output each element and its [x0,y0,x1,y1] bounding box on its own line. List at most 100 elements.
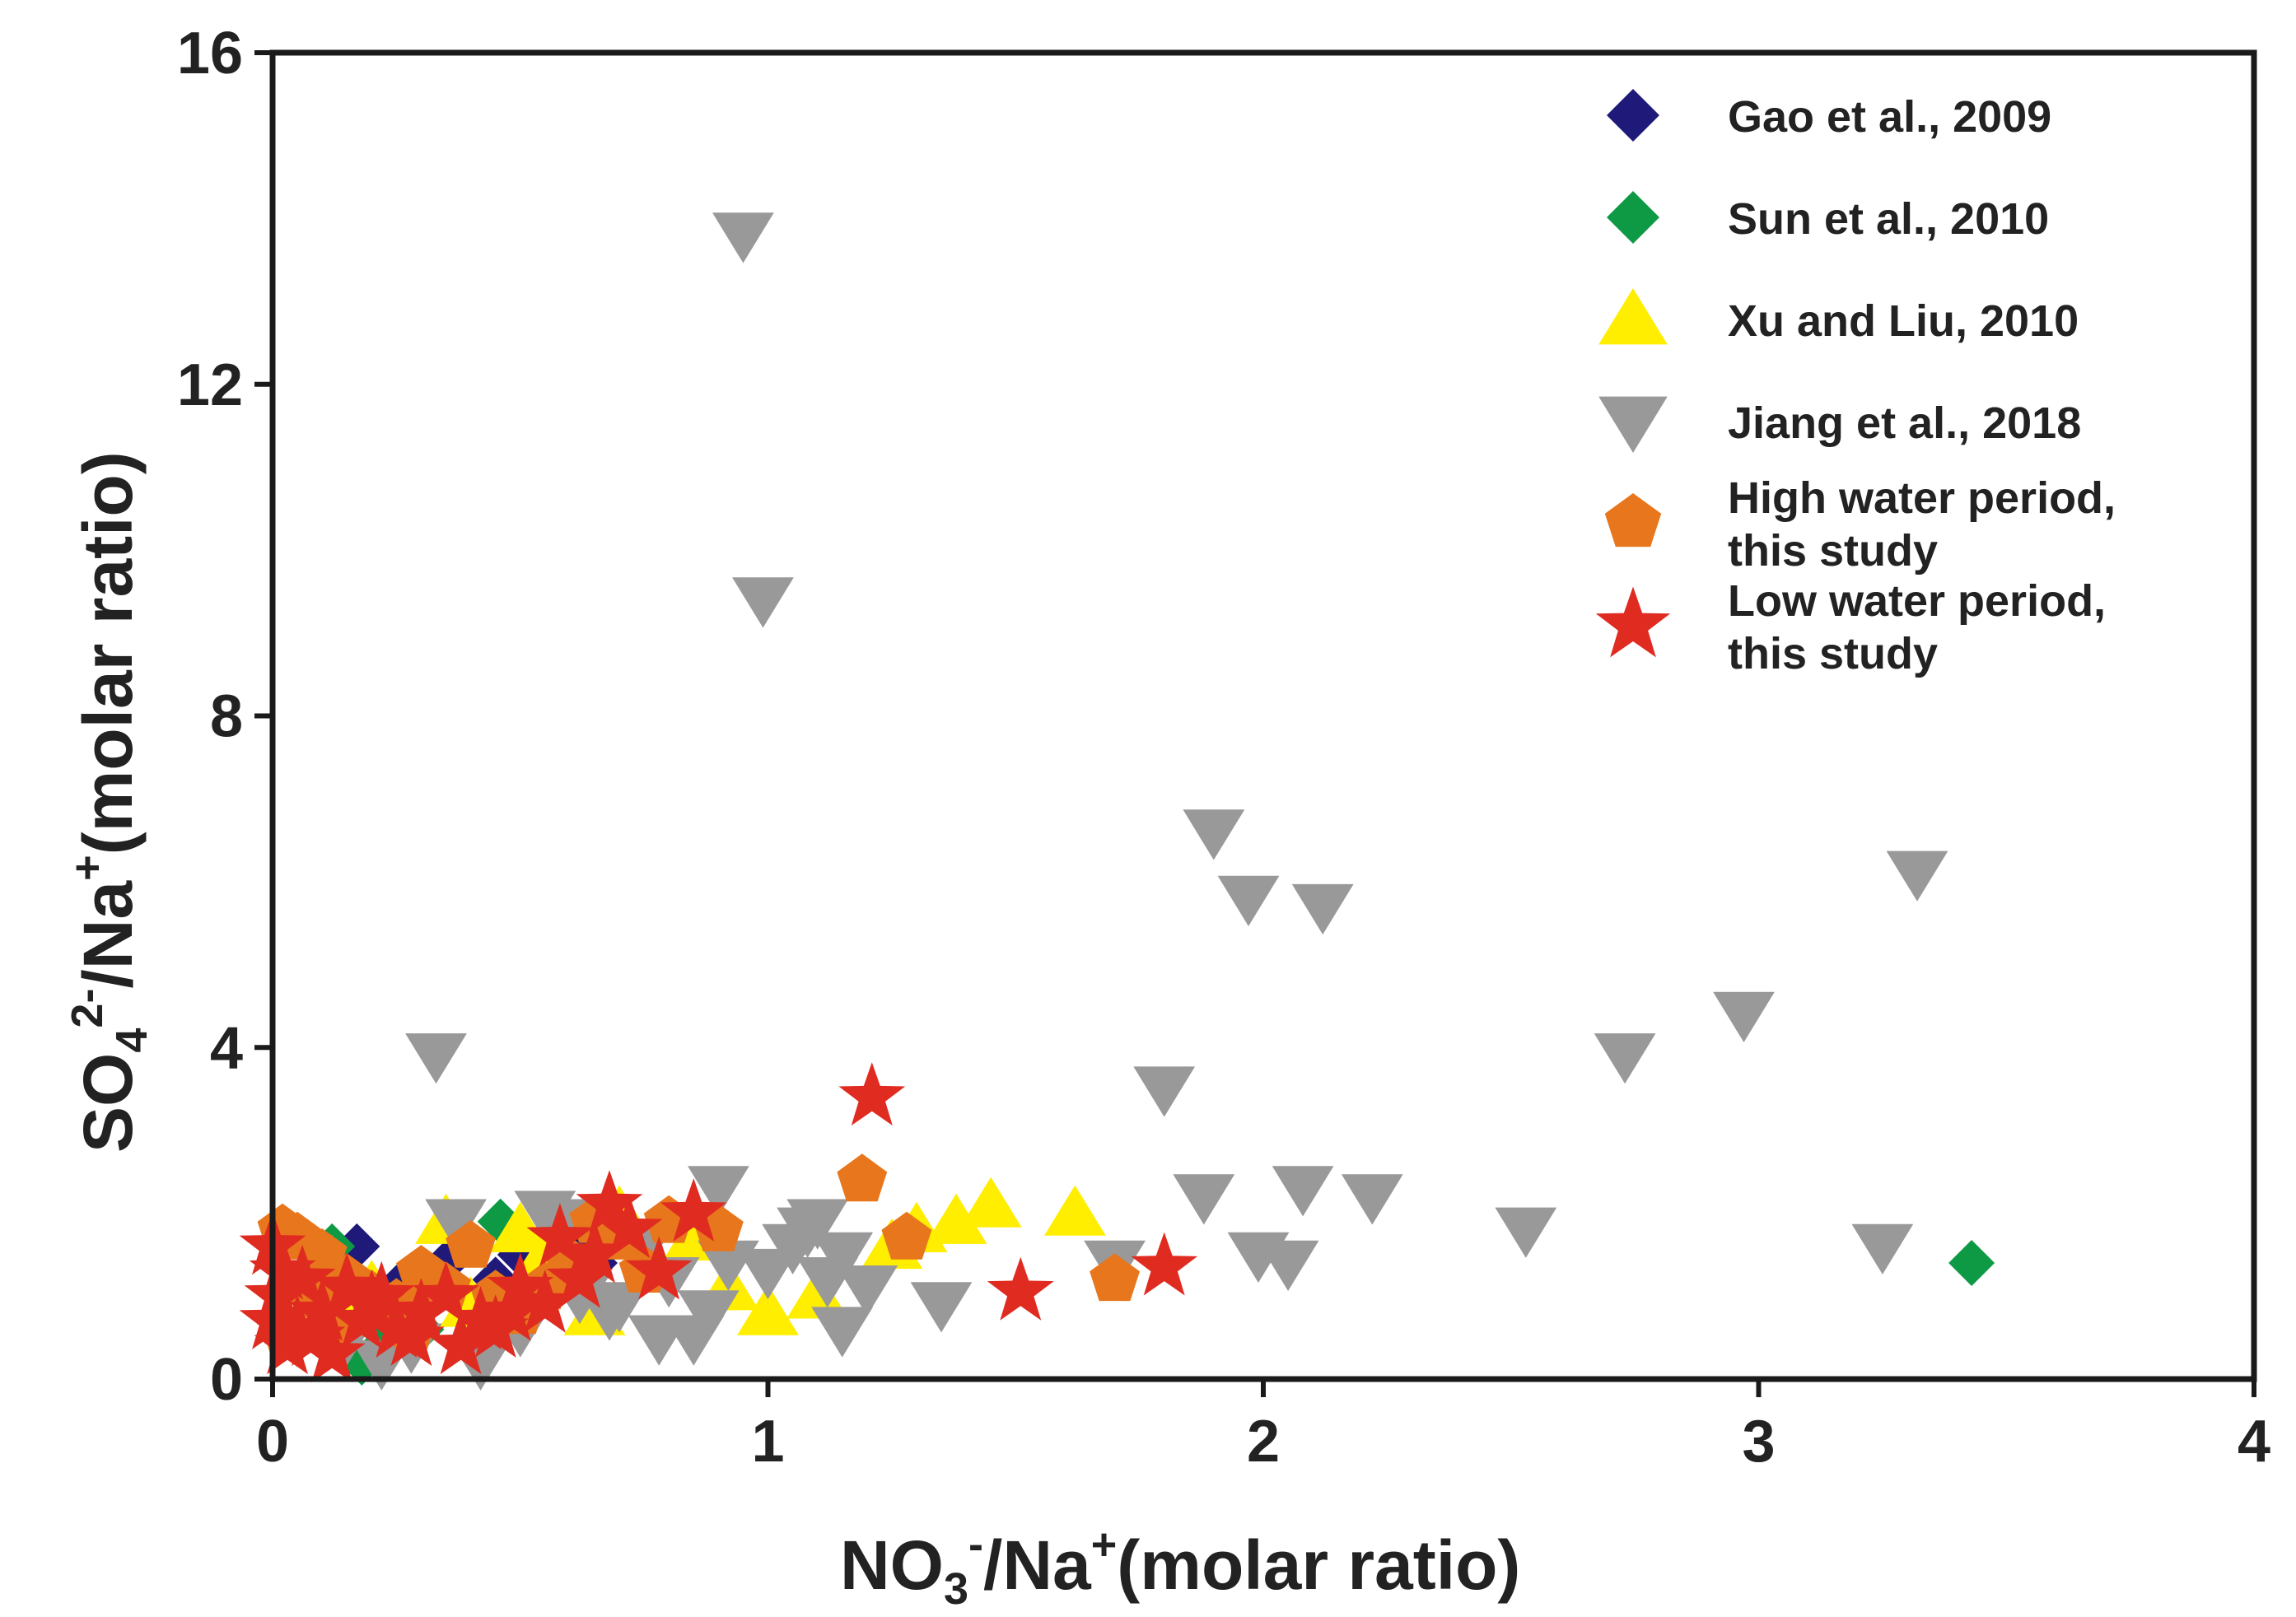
data-point [249,1236,316,1300]
y-axis-ticks: 0 4 8 12 16 [177,21,273,1413]
data-point [987,1256,1054,1321]
data-point [244,1261,311,1325]
plot-frame [269,49,2257,1382]
y-tick-label: 4 [210,1015,243,1081]
data-point [427,1311,494,1375]
data-point [388,1278,455,1341]
data-point [1594,1033,1656,1084]
data-point [288,1278,356,1341]
data-point [477,1278,544,1341]
data-point [447,1286,514,1349]
data-point [628,1315,690,1366]
data-point [698,1240,759,1291]
data-point [625,1236,693,1300]
data-point [561,1219,628,1284]
data-point [1341,1174,1403,1225]
x-axis-label: NO3-/Na+(molar ratio) [840,1520,1520,1614]
data-point [328,1286,395,1349]
x-tick-label: 1 [751,1409,784,1475]
x-axis-ticks: 0 1 2 3 4 [256,1379,2270,1475]
data-point [511,1269,579,1333]
data-point [786,1268,849,1319]
data-point [1173,1174,1235,1225]
data-point [514,1191,576,1242]
y-axis-label: SO42-/Na+(molar ratio) [63,451,156,1153]
data-point [732,577,794,628]
legend-marker [1598,396,1668,453]
data-point [910,1282,973,1333]
data-point [925,1193,987,1244]
data-point [298,1319,366,1383]
data-point [660,1178,727,1242]
legend-label: Jiang et al., 2018 [1728,398,2081,448]
data-point [446,1219,496,1268]
data-point [836,1265,898,1316]
legend-marker [1607,89,1659,142]
x-tick-label: 3 [1742,1409,1775,1475]
svg-text:SO42-/Na+(molar ratio): SO42-/Na+(molar ratio) [63,451,156,1153]
data-point [526,1203,594,1267]
data-point [405,1033,467,1084]
data-point [837,1153,888,1202]
data-point [425,1199,487,1250]
data-point [1851,1223,1914,1274]
data-point [881,1211,932,1260]
data-point [462,1294,530,1358]
data-point [278,1302,346,1366]
legend: Gao et al., 2009 Sun et al., 2010 Xu and L… [1595,89,2116,678]
legend-item: Xu and Liu, 2010 [1598,288,2079,346]
legend-label: Low water period, this study [1728,576,2106,678]
data-point [1133,1066,1196,1117]
legend-label: High water period, this study [1728,473,2116,576]
data-point [811,1307,874,1358]
legend-item: Sun et al., 2010 [1607,191,2049,244]
data-point [1090,1253,1140,1302]
y-tick-label: 16 [177,21,243,86]
legend-marker [1595,586,1671,658]
legend-label: Xu and Liu, 2010 [1728,296,2079,346]
x-tick-label: 0 [256,1409,289,1475]
y-tick-label: 12 [177,352,243,418]
data-point [363,1294,430,1358]
data-point [413,1261,479,1325]
data-point [1495,1207,1557,1258]
data-point [1183,809,1245,860]
x-tick-label: 4 [2238,1409,2270,1475]
data-point [737,1248,799,1300]
legend-item: Jiang et al., 2018 [1598,396,2081,453]
data-points [239,212,1995,1391]
legend-item: Low water period, this study [1595,576,2106,678]
data-point [576,1170,643,1233]
data-point [1044,1185,1106,1236]
legend-marker [1604,493,1662,548]
data-point [1948,1240,1995,1286]
data-point [737,1284,799,1335]
data-point [313,1252,380,1316]
data-point [838,1062,906,1125]
data-point [777,1207,838,1258]
y-tick-label: 8 [210,684,243,750]
legend-marker [1607,191,1659,244]
data-point [264,1294,331,1358]
data-point [1217,875,1280,926]
data-point [378,1302,445,1366]
legend-label: Sun et al., 2010 [1728,194,2049,244]
data-point [595,1195,663,1259]
data-point [1713,991,1775,1042]
data-point [487,1252,554,1316]
data-point [712,212,774,263]
data-point [677,1290,740,1341]
data-point [268,1244,336,1308]
legend-item: High water period, this study [1604,473,2116,576]
data-point [1257,1240,1319,1291]
data-point [1291,883,1354,935]
legend-item: Gao et al., 2009 [1607,89,2051,142]
data-point [489,1201,552,1252]
data-point [1131,1232,1198,1296]
data-point [688,1166,749,1217]
svg-text:NO3-/Na+(molar ratio): NO3-/Na+(molar ratio) [840,1520,1520,1614]
x-tick-label: 2 [1247,1409,1280,1475]
y-tick-label: 0 [210,1347,243,1413]
legend-label: Gao et al., 2009 [1728,92,2051,142]
data-point [1886,850,1948,902]
